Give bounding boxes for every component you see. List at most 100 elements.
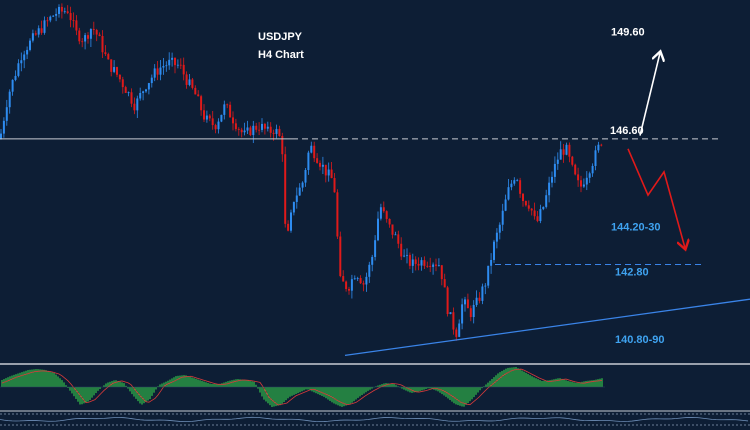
level-label: 140.80-90 xyxy=(615,334,665,346)
candle xyxy=(63,7,66,14)
candle xyxy=(255,122,258,133)
candle xyxy=(377,211,379,242)
chart-title: USDJPY xyxy=(258,31,303,43)
candle xyxy=(519,177,522,198)
candle xyxy=(121,76,124,94)
candle xyxy=(522,192,524,207)
candle xyxy=(261,118,263,133)
candle xyxy=(591,163,594,177)
candle xyxy=(87,32,89,44)
candle xyxy=(400,237,403,261)
candle xyxy=(2,117,5,138)
candle xyxy=(98,32,101,37)
candle xyxy=(295,187,298,209)
candle xyxy=(379,203,382,221)
candle xyxy=(353,275,356,280)
candle xyxy=(226,103,229,109)
bullish-scenario-arrow xyxy=(639,53,660,136)
candle xyxy=(278,125,281,137)
candle xyxy=(350,274,353,299)
candle xyxy=(182,57,185,81)
candle xyxy=(388,218,391,228)
candle xyxy=(101,30,104,59)
candle xyxy=(17,59,20,78)
candle xyxy=(23,50,26,69)
candle xyxy=(406,248,408,264)
candle xyxy=(348,286,350,295)
candle xyxy=(298,183,301,196)
candle xyxy=(104,45,107,56)
bearish-scenario-arrow xyxy=(627,148,685,248)
candle xyxy=(5,99,8,126)
candle xyxy=(185,71,188,89)
candle xyxy=(321,156,324,174)
candle xyxy=(292,201,295,216)
candle xyxy=(536,211,539,223)
candle xyxy=(316,153,319,164)
candle xyxy=(435,258,437,272)
candle xyxy=(501,203,504,231)
candle xyxy=(118,74,121,83)
candle xyxy=(136,95,139,119)
candle xyxy=(203,104,205,123)
candle xyxy=(403,249,406,258)
candle xyxy=(359,275,362,285)
candle xyxy=(440,265,443,286)
level-label: 149.60 xyxy=(611,27,645,39)
candle xyxy=(197,90,200,97)
candle xyxy=(29,38,31,52)
candle xyxy=(469,305,472,322)
candle xyxy=(533,202,536,220)
candle xyxy=(188,74,191,87)
candle xyxy=(356,276,359,282)
candle xyxy=(490,253,493,274)
candle xyxy=(342,270,345,282)
candle xyxy=(284,146,287,228)
candle xyxy=(52,15,55,18)
level-label: 142.80 xyxy=(615,266,649,278)
candle xyxy=(432,262,435,275)
candle xyxy=(269,122,272,138)
candle xyxy=(191,78,194,90)
candle xyxy=(237,127,240,136)
candle xyxy=(548,176,551,203)
candle xyxy=(234,118,237,132)
candle xyxy=(368,261,371,283)
candle xyxy=(374,235,377,261)
candle xyxy=(452,307,455,335)
candle xyxy=(301,181,304,192)
candle xyxy=(397,230,400,249)
candle xyxy=(597,141,600,153)
candle xyxy=(266,121,269,132)
candle xyxy=(78,27,81,45)
candle xyxy=(510,180,513,191)
candle xyxy=(313,141,316,162)
candle xyxy=(319,160,321,171)
candle xyxy=(200,94,203,116)
candle xyxy=(556,152,559,170)
candle xyxy=(443,273,446,288)
candle xyxy=(0,128,2,140)
candle xyxy=(220,114,223,123)
candle xyxy=(371,254,374,272)
candle xyxy=(577,167,580,187)
candle xyxy=(66,5,69,15)
candle xyxy=(498,222,501,240)
candle xyxy=(429,257,432,273)
level-lines xyxy=(0,138,750,357)
candle xyxy=(229,101,232,118)
candle xyxy=(287,220,290,232)
candle xyxy=(145,88,147,93)
candle xyxy=(217,118,220,134)
chart-subtitle: H4 Chart xyxy=(258,49,304,61)
candle xyxy=(417,257,420,271)
candle xyxy=(551,171,553,188)
candle xyxy=(524,200,527,207)
candle xyxy=(14,70,17,82)
candle xyxy=(58,4,60,18)
candle xyxy=(34,30,37,36)
candle xyxy=(179,58,182,70)
candle xyxy=(304,167,307,187)
candle xyxy=(139,87,142,101)
candle xyxy=(258,122,261,136)
